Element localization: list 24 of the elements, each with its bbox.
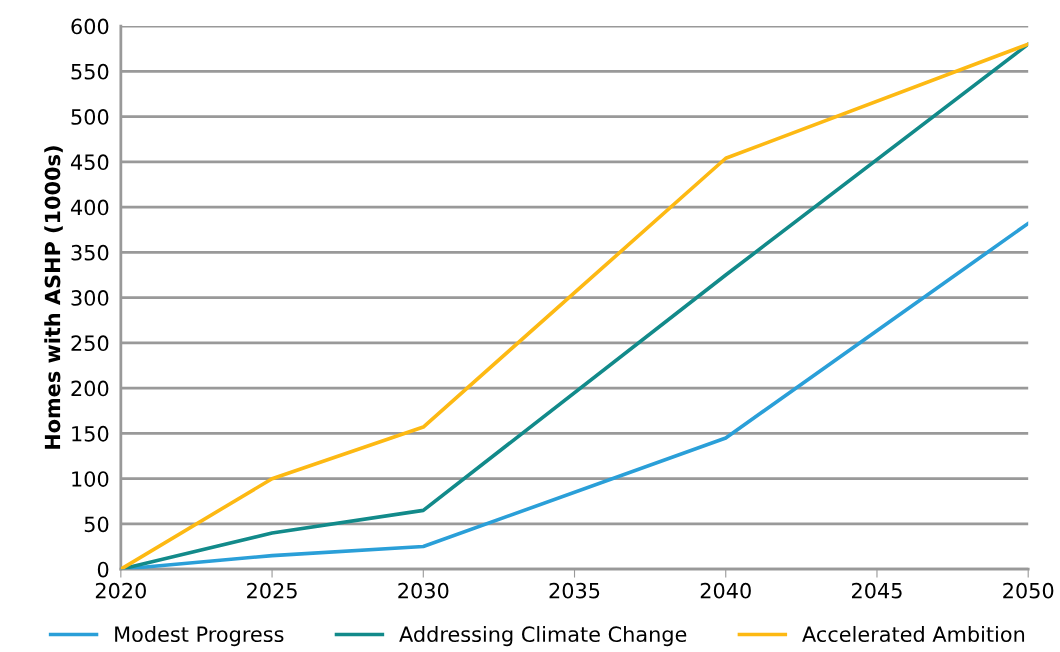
x-tick-label: 2040 (700, 582, 751, 599)
y-tick-label: 450 (70, 154, 109, 171)
legend-label: Accelerated Ambition (802, 625, 1025, 643)
x-tick-label: 2030 (398, 582, 449, 599)
x-tick-label: 2050 (1003, 582, 1054, 599)
y-tick-label: 400 (70, 199, 109, 216)
x-tick-label: 2025 (247, 582, 297, 599)
y-tick-label: 500 (71, 109, 109, 125)
y-axis-title: Homes with ASHP (1000s) (44, 146, 63, 449)
y-tick-label: 600 (71, 18, 109, 35)
y-tick-label: 100 (72, 471, 109, 487)
y-tick-label: 200 (71, 380, 109, 397)
legend-label: Modest Progress (115, 625, 284, 647)
y-tick-label: 250 (71, 335, 109, 352)
x-tick-label: 2020 (95, 582, 146, 599)
x-tick-label: 2045 (851, 582, 902, 599)
y-tick-label: 0 (97, 561, 109, 578)
y-tick-label: 50 (84, 516, 109, 533)
x-tick-label: 2035 (549, 582, 600, 599)
y-tick-label: 150 (72, 425, 109, 442)
legend-label: Addressing Climate Change (399, 625, 687, 647)
y-tick-label: 350 (71, 244, 109, 261)
y-tick-label: 550 (71, 63, 109, 80)
y-tick-label: 300 (71, 290, 109, 306)
